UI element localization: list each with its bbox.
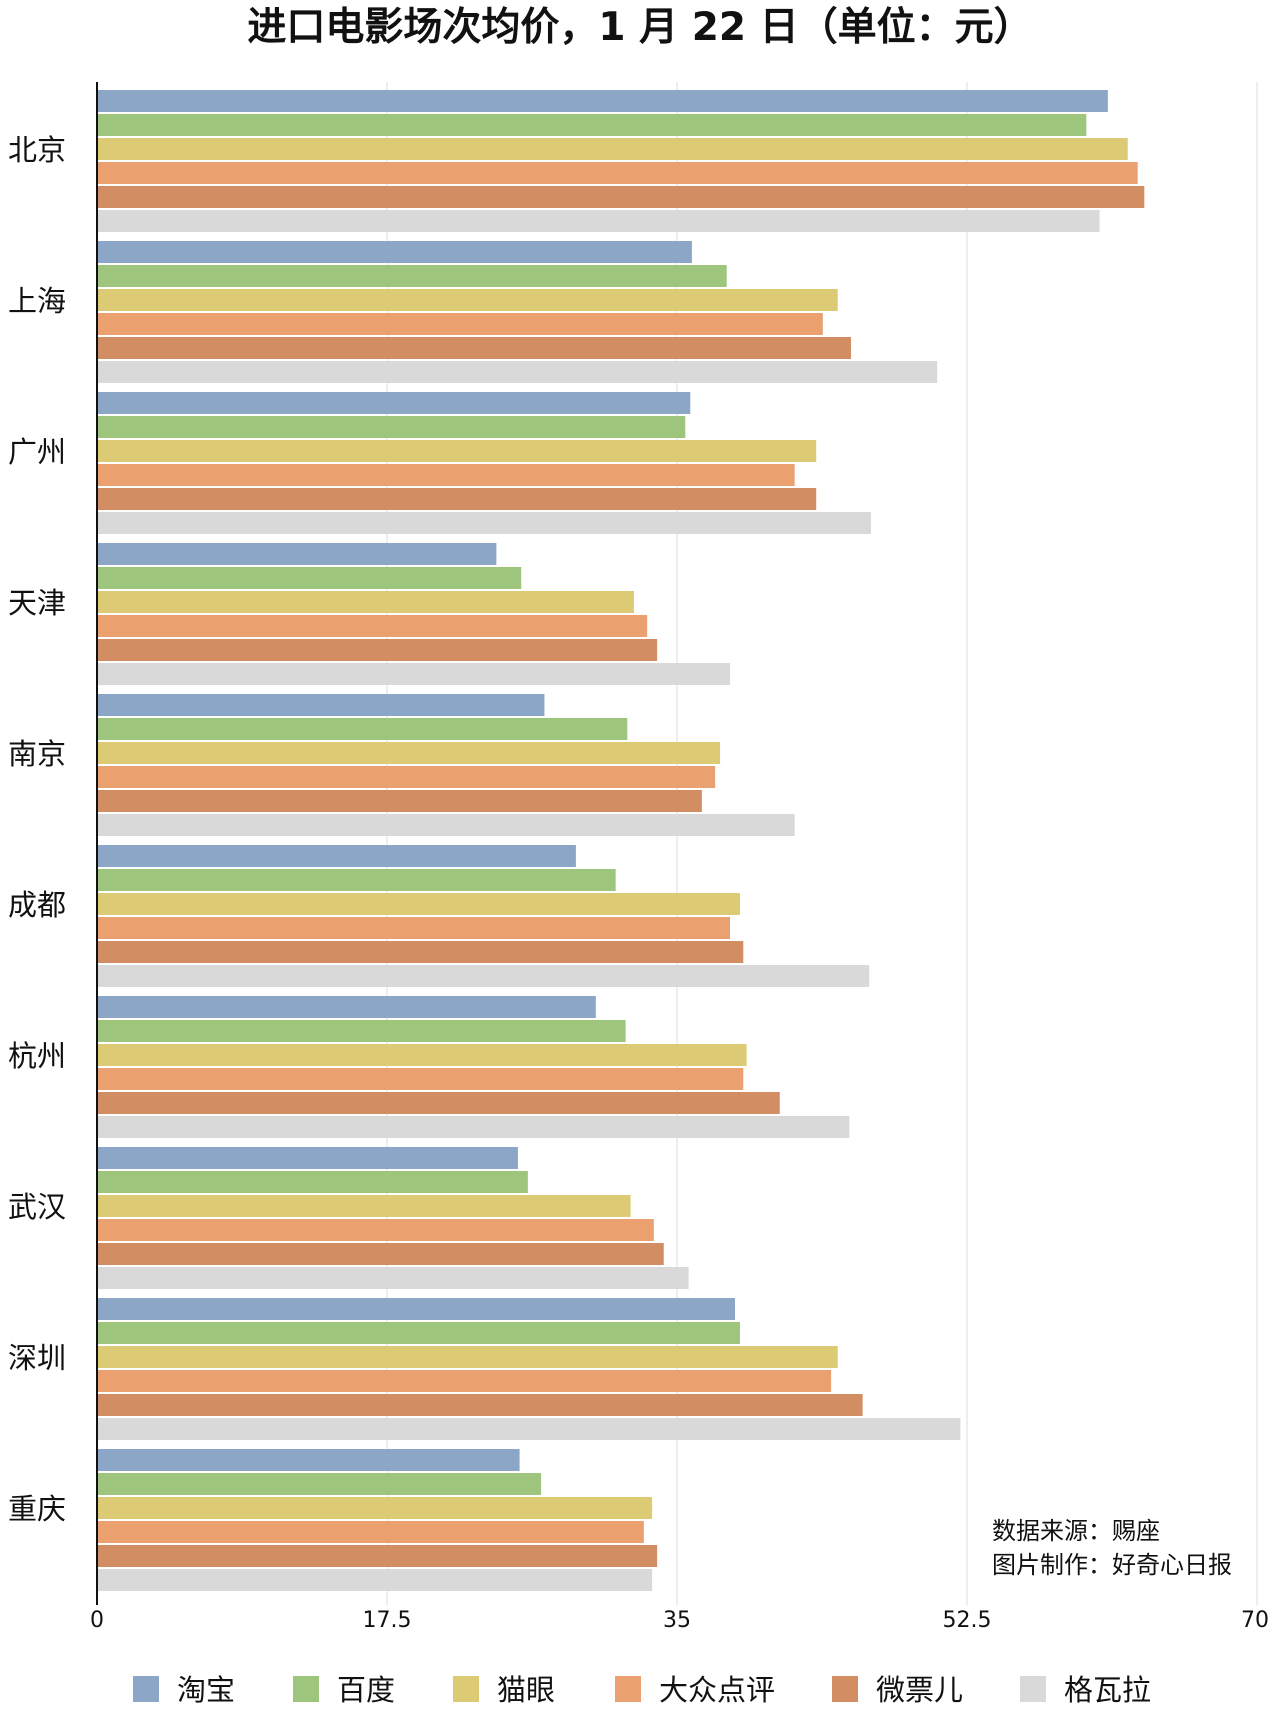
bar xyxy=(98,1020,626,1042)
bar xyxy=(98,996,596,1018)
bar xyxy=(98,1068,744,1090)
bar xyxy=(98,488,817,510)
bar xyxy=(98,138,1128,160)
x-tick-label: 17.5 xyxy=(363,1608,412,1633)
bar xyxy=(98,1147,518,1169)
x-tick-label: 35 xyxy=(663,1608,691,1633)
bar xyxy=(98,1171,528,1193)
legend: 淘宝 百度 猫眼 大众点评 微票儿 格瓦拉 xyxy=(133,1673,1151,1707)
legend-label: 微票儿 xyxy=(876,1673,963,1707)
category-label: 南京 xyxy=(8,737,66,771)
bar xyxy=(98,790,702,812)
bar xyxy=(98,361,938,383)
legend-label: 淘宝 xyxy=(177,1673,235,1707)
bar xyxy=(98,1370,832,1392)
bar xyxy=(98,90,1108,112)
bar xyxy=(98,210,1100,232)
bar xyxy=(98,1298,735,1320)
bar xyxy=(98,869,616,891)
bar xyxy=(98,512,871,534)
x-tick-label: 52.5 xyxy=(943,1608,992,1633)
bar xyxy=(98,639,658,661)
legend-swatch xyxy=(615,1676,641,1702)
bar xyxy=(98,1116,850,1138)
bar xyxy=(98,965,870,987)
bar xyxy=(98,1243,664,1265)
bars xyxy=(98,90,1145,1591)
category-label: 武汉 xyxy=(8,1190,66,1224)
bar xyxy=(98,591,634,613)
bar xyxy=(98,440,817,462)
bar xyxy=(98,464,795,486)
bar xyxy=(98,313,823,335)
bar xyxy=(98,567,522,589)
bar xyxy=(98,1346,838,1368)
legend-label: 百度 xyxy=(337,1673,395,1707)
bar xyxy=(98,416,686,438)
source-note: 图片制作：好奇心日报 xyxy=(992,1551,1232,1579)
bar xyxy=(98,1394,863,1416)
bar xyxy=(98,186,1145,208)
bar xyxy=(98,1521,644,1543)
x-tick-label: 70 xyxy=(1241,1608,1269,1633)
bar xyxy=(98,1044,747,1066)
category-label: 北京 xyxy=(8,133,66,167)
bar xyxy=(98,814,795,836)
bar xyxy=(98,663,731,685)
category-label: 广州 xyxy=(8,435,66,469)
bar xyxy=(98,1569,653,1591)
bar xyxy=(98,162,1138,184)
bar xyxy=(98,543,497,565)
legend-swatch xyxy=(293,1676,319,1702)
x-tick-label: 0 xyxy=(90,1608,104,1633)
bar xyxy=(98,615,648,637)
bar xyxy=(98,337,851,359)
category-label: 上海 xyxy=(8,284,66,318)
bar xyxy=(98,1545,658,1567)
legend-label: 格瓦拉 xyxy=(1064,1673,1151,1707)
bar xyxy=(98,241,692,263)
bar xyxy=(98,1092,780,1114)
bar xyxy=(98,114,1087,136)
bar xyxy=(98,1497,653,1519)
bar xyxy=(98,392,691,414)
bar xyxy=(98,694,545,716)
bar xyxy=(98,1322,740,1344)
legend-label: 猫眼 xyxy=(497,1673,555,1707)
category-label: 深圳 xyxy=(8,1341,66,1375)
bar xyxy=(98,893,740,915)
source-note: 数据来源：赐座 xyxy=(992,1517,1160,1545)
bar xyxy=(98,1267,689,1289)
category-label: 重庆 xyxy=(8,1492,66,1526)
chart-title: 进口电影场次均价，1 月 22 日（单位：元） xyxy=(247,5,1033,50)
bar xyxy=(98,265,727,287)
category-label: 天津 xyxy=(8,586,66,620)
bar xyxy=(98,1195,631,1217)
bar xyxy=(98,1219,654,1241)
category-label: 杭州 xyxy=(8,1039,66,1073)
category-label: 成都 xyxy=(8,888,66,922)
bar xyxy=(98,766,716,788)
legend-swatch xyxy=(832,1676,858,1702)
legend-swatch xyxy=(133,1676,159,1702)
bar xyxy=(98,1449,520,1471)
legend-swatch xyxy=(453,1676,479,1702)
bar xyxy=(98,718,628,740)
bar xyxy=(98,845,576,867)
bar xyxy=(98,1473,542,1495)
bar xyxy=(98,941,744,963)
legend-swatch xyxy=(1020,1676,1046,1702)
x-tick-labels: 0 17.5 35 52.5 70 xyxy=(90,1608,1269,1633)
bar xyxy=(98,917,731,939)
bar xyxy=(98,742,721,764)
bar xyxy=(98,289,838,311)
bar xyxy=(98,1418,961,1440)
legend-label: 大众点评 xyxy=(659,1673,775,1707)
